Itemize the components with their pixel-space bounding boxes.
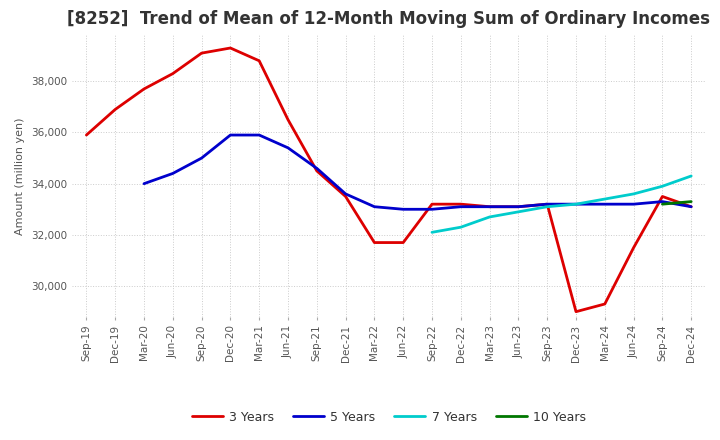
7 Years	[456, 224, 465, 230]
5 Years	[514, 204, 523, 209]
5 Years	[226, 132, 235, 138]
7 Years	[485, 214, 494, 220]
Line: 3 Years: 3 Years	[86, 48, 691, 312]
7 Years	[687, 173, 696, 179]
5 Years	[629, 202, 638, 207]
3 Years	[255, 58, 264, 63]
Title: [8252]  Trend of Mean of 12-Month Moving Sum of Ordinary Incomes: [8252] Trend of Mean of 12-Month Moving …	[67, 10, 711, 28]
3 Years	[572, 309, 580, 314]
5 Years	[140, 181, 148, 186]
3 Years	[658, 194, 667, 199]
3 Years	[341, 194, 350, 199]
3 Years	[399, 240, 408, 245]
7 Years	[572, 202, 580, 207]
Line: 10 Years: 10 Years	[662, 202, 691, 204]
5 Years	[428, 207, 436, 212]
5 Years	[658, 199, 667, 204]
10 Years	[658, 202, 667, 207]
3 Years	[284, 117, 292, 122]
5 Years	[341, 191, 350, 197]
3 Years	[226, 45, 235, 51]
3 Years	[600, 301, 609, 307]
5 Years	[255, 132, 264, 138]
3 Years	[111, 107, 120, 112]
5 Years	[485, 204, 494, 209]
Y-axis label: Amount (million yen): Amount (million yen)	[15, 117, 25, 235]
7 Years	[514, 209, 523, 214]
5 Years	[370, 204, 379, 209]
7 Years	[543, 204, 552, 209]
3 Years	[82, 132, 91, 138]
5 Years	[284, 145, 292, 150]
5 Years	[168, 171, 177, 176]
5 Years	[399, 207, 408, 212]
5 Years	[687, 204, 696, 209]
5 Years	[197, 155, 206, 161]
3 Years	[197, 51, 206, 56]
7 Years	[629, 191, 638, 197]
7 Years	[658, 183, 667, 189]
3 Years	[514, 204, 523, 209]
3 Years	[428, 202, 436, 207]
3 Years	[629, 245, 638, 250]
Line: 5 Years: 5 Years	[144, 135, 691, 209]
3 Years	[456, 202, 465, 207]
3 Years	[687, 204, 696, 209]
3 Years	[312, 168, 321, 173]
3 Years	[543, 202, 552, 207]
7 Years	[428, 230, 436, 235]
7 Years	[600, 196, 609, 202]
Legend: 3 Years, 5 Years, 7 Years, 10 Years: 3 Years, 5 Years, 7 Years, 10 Years	[186, 406, 591, 429]
3 Years	[168, 71, 177, 76]
3 Years	[370, 240, 379, 245]
5 Years	[456, 204, 465, 209]
10 Years	[687, 199, 696, 204]
5 Years	[543, 202, 552, 207]
3 Years	[140, 86, 148, 92]
5 Years	[600, 202, 609, 207]
Line: 7 Years: 7 Years	[432, 176, 691, 232]
5 Years	[572, 202, 580, 207]
5 Years	[312, 166, 321, 171]
3 Years	[485, 204, 494, 209]
